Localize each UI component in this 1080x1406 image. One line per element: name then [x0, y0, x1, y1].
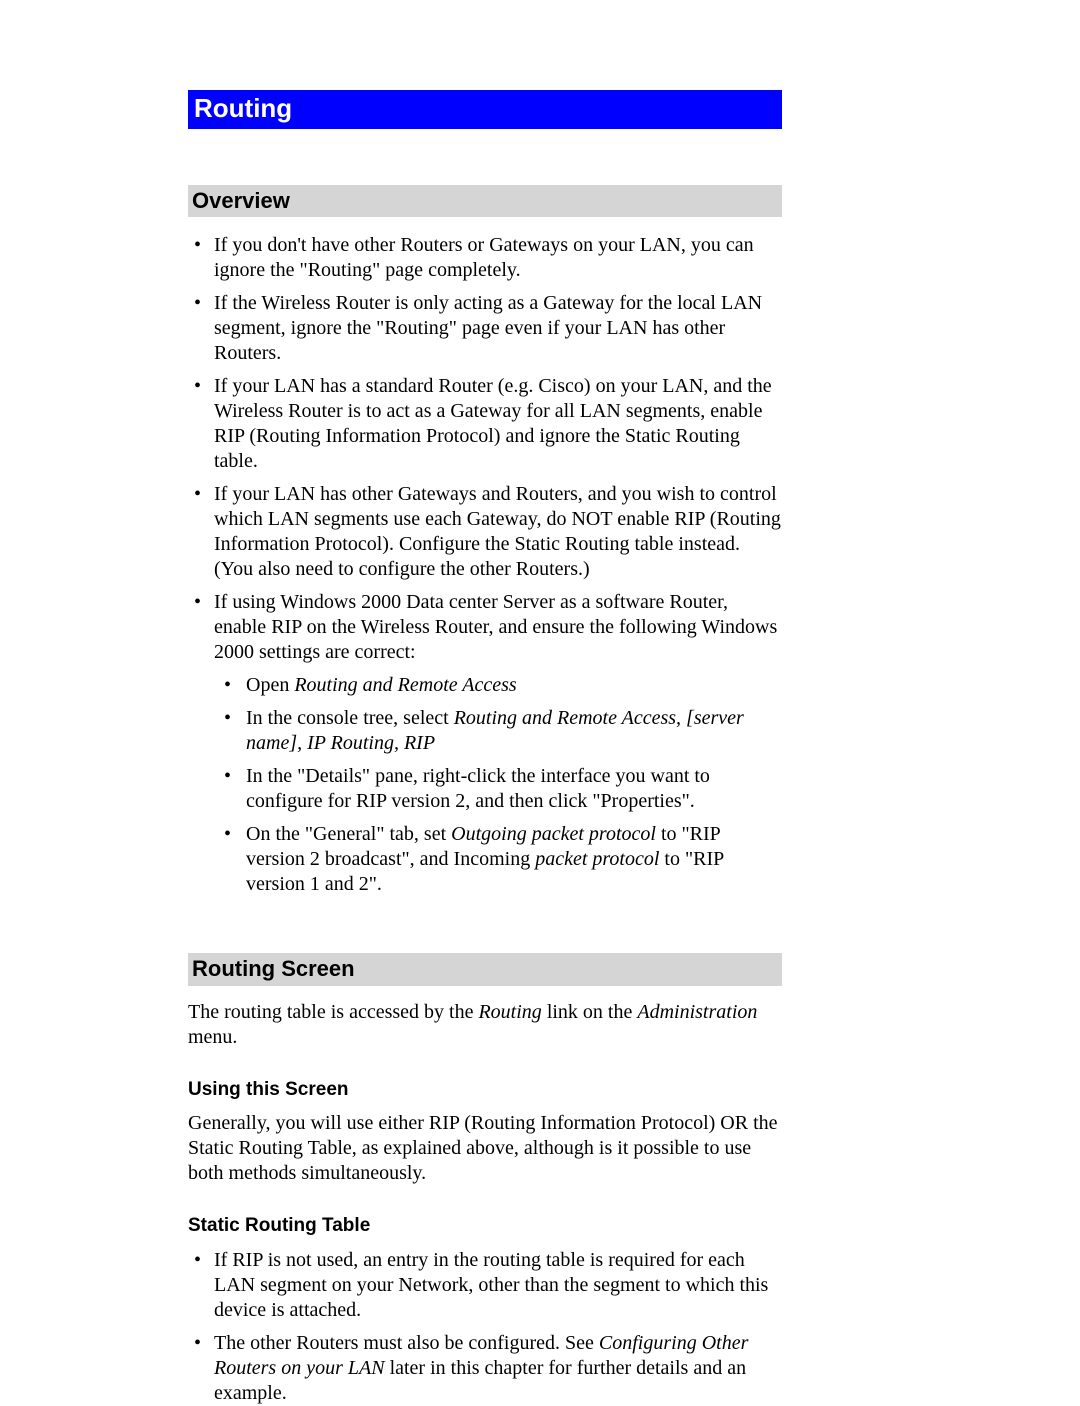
using-paragraph: Generally, you will use either RIP (Rout… [188, 1111, 782, 1186]
subheading-using-this-screen: Using this Screen [188, 1078, 925, 1102]
page-title: Routing [188, 90, 782, 129]
overview-bullet-list: If you don't have other Routers or Gatew… [188, 233, 782, 897]
text-run: On the "General" tab, set [246, 823, 451, 845]
text-run: In the console tree, select [246, 707, 454, 729]
text-run: menu. [188, 1026, 237, 1048]
subheading-static-routing-table: Static Routing Table [188, 1214, 925, 1238]
section-heading-overview: Overview [188, 185, 782, 218]
list-item: If you don't have other Routers or Gatew… [188, 233, 782, 283]
italic-text: Routing and Remote Access [294, 674, 516, 696]
list-item: If the Wireless Router is only acting as… [188, 291, 782, 366]
list-item: If using Windows 2000 Data center Server… [188, 590, 782, 897]
list-item: Open Routing and Remote Access [214, 673, 782, 698]
text-run: The routing table is accessed by the [188, 1001, 478, 1023]
list-item: If your LAN has other Gateways and Route… [188, 482, 782, 582]
text-run: Open [246, 674, 294, 696]
intro-paragraph: The routing table is accessed by the Rou… [188, 1000, 782, 1050]
italic-text: packet protocol [535, 848, 659, 870]
text-run: The other Routers must also be configure… [214, 1332, 599, 1354]
document-page: Routing Overview If you don't have other… [0, 0, 1080, 1397]
list-item: In the console tree, select Routing and … [214, 706, 782, 756]
italic-text: Outgoing packet protocol [451, 823, 656, 845]
list-item: On the "General" tab, set Outgoing packe… [214, 822, 782, 897]
list-item: If your LAN has a standard Router (e.g. … [188, 374, 782, 474]
list-item: In the "Details" pane, right-click the i… [214, 764, 782, 814]
italic-text: Administration [637, 1001, 757, 1023]
list-item-text: If using Windows 2000 Data center Server… [214, 591, 777, 663]
list-item: The other Routers must also be configure… [188, 1331, 782, 1406]
list-item: If RIP is not used, an entry in the rout… [188, 1248, 782, 1323]
overview-sub-bullet-list: Open Routing and Remote Access In the co… [214, 673, 782, 897]
italic-text: Routing [478, 1001, 541, 1023]
static-routing-bullet-list: If RIP is not used, an entry in the rout… [188, 1248, 782, 1406]
section-heading-routing-screen: Routing Screen [188, 953, 782, 986]
text-run: link on the [542, 1001, 638, 1023]
